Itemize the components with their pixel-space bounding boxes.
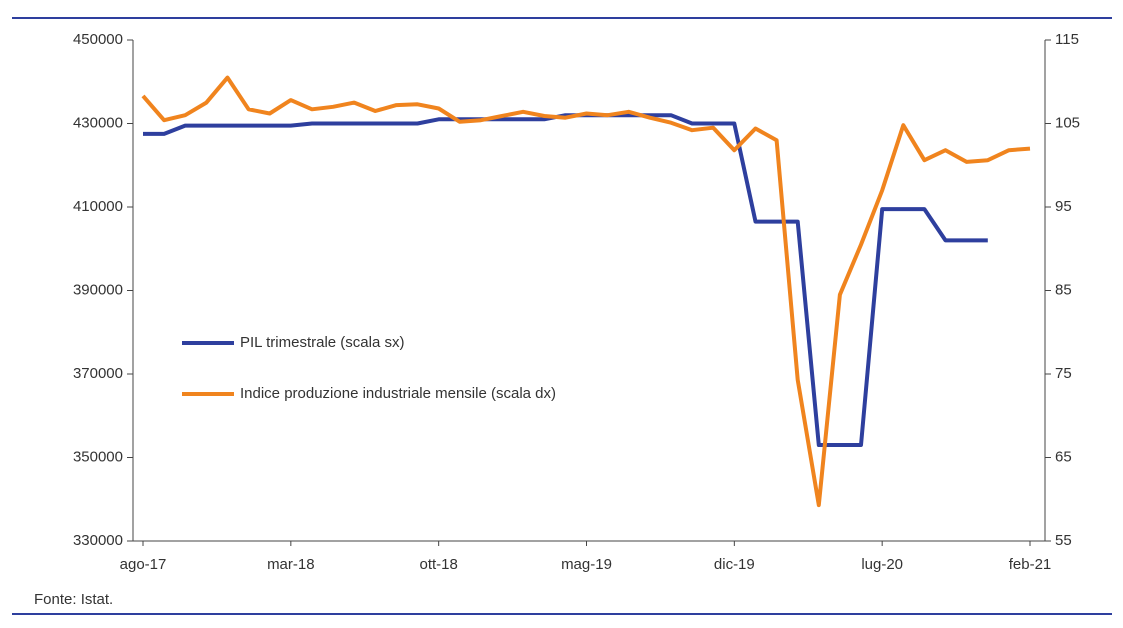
y2-tick-label: 65 [1055,448,1072,465]
series-line [141,75,1031,508]
y2-tick-label: 105 [1055,114,1080,131]
y-tick-label: 370000 [73,365,123,382]
x-tick-label: mag-19 [561,556,612,573]
y2-tick-label: 55 [1055,532,1072,549]
y2-tick-label: 85 [1055,281,1072,298]
x-tick-label: lug-20 [861,556,903,573]
y-tick-label: 450000 [73,31,123,48]
y-tick-label: 410000 [73,198,123,215]
legend-label: PIL trimestrale (scala sx) [240,334,404,351]
x-tick-label: mar-18 [267,556,315,573]
y2-tick-label: 75 [1055,365,1072,382]
y2-tick-label: 95 [1055,198,1072,215]
x-tick-label: ago-17 [120,556,167,573]
y2-tick-label: 115 [1055,31,1079,48]
source: Fonte: Istat. [34,591,113,608]
x-tick-label: ott-18 [419,556,457,573]
y-tick-label: 430000 [73,114,123,131]
series-line [143,113,988,447]
x-tick-label: feb-21 [1009,556,1052,573]
y-tick-label: 330000 [73,532,123,549]
legend-label: Indice produzione industriale mensile (s… [240,385,556,402]
y-tick-label: 390000 [73,281,123,298]
x-tick-label: dic-19 [714,556,755,573]
y-tick-label: 350000 [73,448,123,465]
